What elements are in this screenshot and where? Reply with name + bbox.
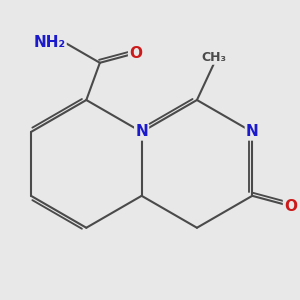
Text: O: O: [129, 46, 142, 61]
Text: CH₃: CH₃: [201, 51, 226, 64]
Text: NH₂: NH₂: [33, 35, 66, 50]
Text: O: O: [284, 199, 297, 214]
Text: N: N: [246, 124, 259, 140]
Text: N: N: [135, 124, 148, 140]
